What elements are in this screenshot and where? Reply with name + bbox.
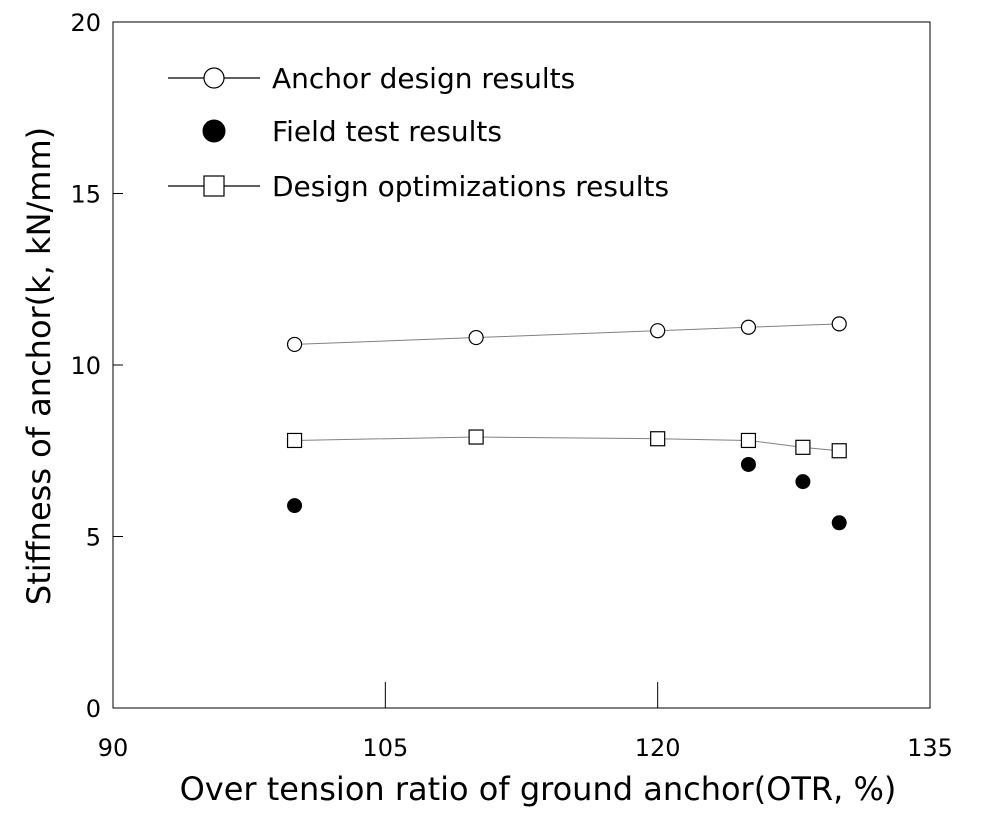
series-line-0: [294, 323, 840, 345]
data-point-2-2: [650, 431, 666, 447]
series-line-2: [294, 436, 840, 452]
plot-border: [112, 21, 931, 709]
x-tick-label: 135: [907, 734, 953, 762]
legend-label-0: Anchor design results: [272, 62, 575, 95]
data-point-1-1: [740, 456, 756, 472]
legend-marker-0: [203, 67, 225, 89]
y-axis-title: Stiffness of anchor(k, kN/mm): [20, 127, 58, 605]
legend: Anchor design results Field test results D…: [168, 62, 669, 203]
x-tick-label: 120: [635, 734, 681, 762]
series-markers: [286, 316, 847, 531]
data-point-2-4: [795, 439, 811, 455]
x-axis-title: Over tension ratio of ground anchor(OTR,…: [180, 770, 897, 808]
y-tick-label: 0: [86, 695, 101, 723]
y-tick-label: 5: [86, 524, 101, 552]
legend-label-2: Design optimizations results: [272, 170, 669, 203]
data-point-2-3: [740, 432, 757, 449]
data-point-2-5: [831, 443, 847, 459]
y-tick-label: 15: [70, 181, 101, 209]
legend-marker-2: [203, 175, 225, 197]
y-tick-label: 10: [70, 352, 101, 380]
data-point-2-0: [286, 432, 303, 449]
y-tick-label: 20: [70, 9, 101, 37]
data-point-1-3: [831, 515, 847, 531]
x-tick-label: 90: [98, 734, 129, 762]
plot-frame: [112, 21, 931, 709]
legend-marker-1: [202, 119, 226, 143]
data-point-0-0: [286, 336, 303, 353]
data-point-2-1: [468, 429, 484, 445]
data-point-0-1: [468, 329, 484, 346]
series-lines: [294, 323, 840, 452]
data-point-1-2: [795, 474, 811, 490]
x-axis: 90 105 120 135: [98, 682, 953, 762]
legend-label-1: Field test results: [272, 115, 502, 148]
data-point-1-0: [287, 498, 303, 514]
x-tick-label: 105: [362, 734, 408, 762]
data-point-0-2: [650, 323, 666, 339]
data-point-0-4: [831, 316, 847, 332]
data-point-0-3: [740, 319, 757, 335]
y-axis: 0 5 10 15 20: [70, 9, 123, 723]
